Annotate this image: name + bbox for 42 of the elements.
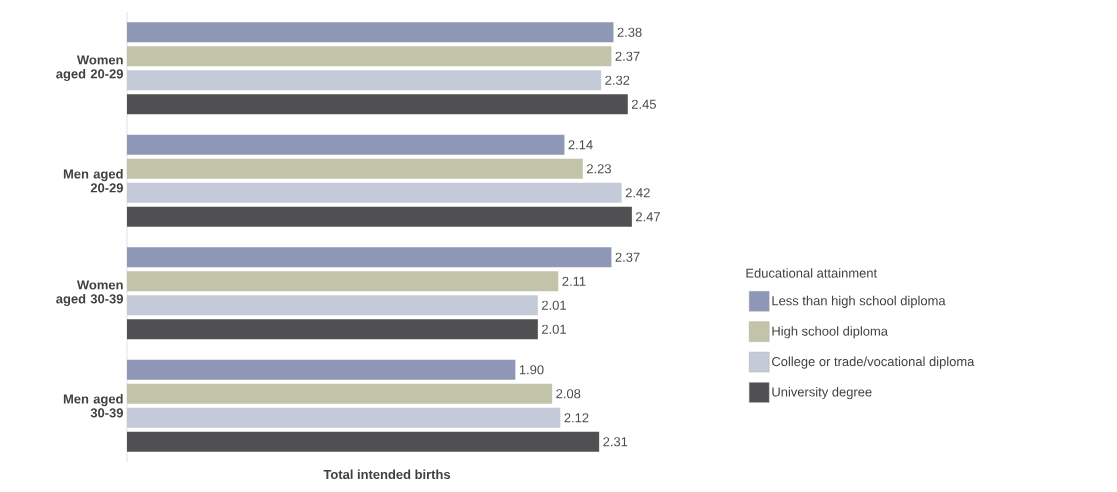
y-tick-label: Women aged 20-29	[56, 55, 123, 82]
data-label: 2.45	[631, 99, 656, 109]
bar	[127, 359, 516, 380]
y-tick-label: Women aged 30-39	[56, 280, 123, 307]
bar	[127, 46, 612, 67]
data-label: 2.01	[542, 324, 566, 334]
data-label: 2.42	[625, 188, 650, 198]
data-label: 2.37	[615, 252, 640, 262]
bar	[127, 247, 612, 268]
bar	[127, 271, 559, 292]
legend-label: College or trade/vocational diploma	[772, 356, 975, 369]
legend-label: High school diploma	[772, 326, 888, 339]
data-label: 2.47	[636, 212, 660, 222]
data-label: 1.90	[519, 365, 544, 375]
bar	[127, 407, 561, 428]
bar	[127, 134, 565, 155]
data-label: 2.38	[617, 27, 642, 37]
bar	[127, 94, 628, 115]
data-label: 2.23	[586, 164, 611, 174]
bar	[127, 295, 538, 316]
data-label: 2.14	[568, 140, 593, 150]
x-axis-title: Total intended births	[323, 469, 451, 480]
bar	[127, 182, 622, 203]
data-label: 2.12	[564, 413, 589, 423]
bar	[127, 22, 614, 43]
bar	[127, 319, 538, 340]
legend-label: University degree	[772, 387, 872, 400]
bar	[127, 158, 583, 179]
bar	[127, 383, 553, 404]
data-label: 2.32	[605, 75, 630, 85]
y-tick-label: Men aged 30-39	[63, 394, 123, 418]
y-tick-label: Men aged 20-29	[63, 169, 123, 193]
bar	[127, 70, 602, 91]
data-label: 2.11	[562, 276, 586, 286]
data-label: 2.01	[542, 300, 566, 310]
legend-label: Less than high school diploma	[772, 295, 946, 308]
bar	[127, 431, 600, 452]
data-label: 2.08	[556, 389, 581, 399]
bar	[127, 206, 632, 227]
legend-title: Educational attainment	[746, 268, 878, 278]
data-label: 2.31	[603, 437, 628, 447]
data-label: 2.37	[615, 51, 640, 61]
